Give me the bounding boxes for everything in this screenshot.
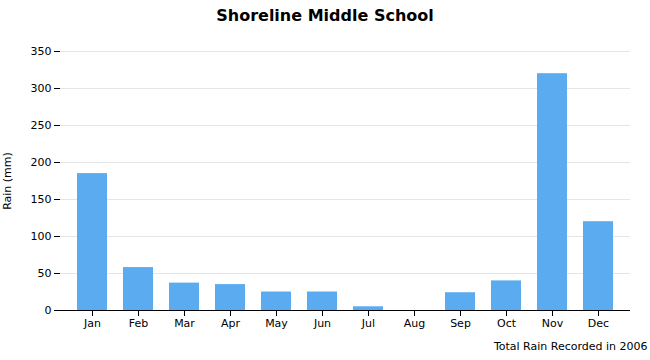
svg-text:Aug: Aug: [404, 317, 425, 330]
svg-text:200: 200: [31, 156, 52, 169]
svg-text:Apr: Apr: [221, 317, 241, 330]
svg-text:350: 350: [31, 45, 52, 58]
svg-text:0: 0: [45, 304, 52, 317]
svg-text:Jul: Jul: [361, 317, 375, 330]
svg-text:300: 300: [31, 82, 52, 95]
svg-text:May: May: [265, 317, 288, 330]
svg-text:250: 250: [31, 119, 52, 132]
svg-text:100: 100: [31, 230, 52, 243]
svg-text:150: 150: [31, 193, 52, 206]
svg-text:50: 50: [38, 267, 52, 280]
svg-text:Feb: Feb: [129, 317, 148, 330]
svg-text:Total Rain Recorded in 2006: Total Rain Recorded in 2006: [493, 340, 648, 353]
svg-text:Rain (mm): Rain (mm): [1, 152, 14, 210]
svg-text:Mar: Mar: [174, 317, 195, 330]
svg-text:Sep: Sep: [450, 317, 471, 330]
svg-text:Jan: Jan: [83, 317, 101, 330]
svg-text:Oct: Oct: [497, 317, 517, 330]
svg-text:Nov: Nov: [542, 317, 564, 330]
svg-text:Jun: Jun: [313, 317, 331, 330]
html-text:Shoreline Middle School: Shoreline Middle School: [216, 6, 434, 25]
svg-text:Dec: Dec: [588, 317, 609, 330]
